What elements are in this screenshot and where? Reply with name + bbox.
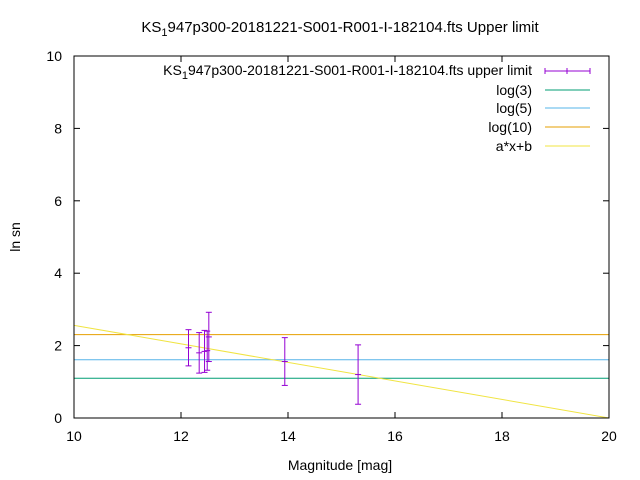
y-tick-label-2: 4	[54, 265, 62, 281]
errorbar-point-6	[355, 344, 362, 405]
plot-area	[74, 311, 609, 418]
legend-label-data: KS1947p300-20181221-S001-R001-I-182104.f…	[163, 62, 532, 82]
x-tick-label-0: 10	[66, 428, 82, 444]
y-axis-label: ln sn	[7, 222, 23, 252]
y-tick-label-1: 2	[54, 338, 62, 354]
legend: KS1947p300-20181221-S001-R001-I-182104.f…	[163, 62, 591, 154]
legend-label-data-rest: 947p300-20181221-S001-R001-I-182104.fts …	[188, 62, 532, 78]
legend-label-data-prefix: KS	[163, 62, 182, 78]
x-tick-label-5: 20	[601, 428, 617, 444]
x-axis-label: Magnitude [mag]	[288, 457, 392, 473]
legend-label-log10: log(10)	[488, 119, 532, 135]
chart-title-prefix: KS	[141, 19, 161, 36]
legend-label-data-subscript: 1	[182, 70, 188, 82]
x-tick-label-4: 18	[494, 428, 510, 444]
legend-label-log3: log(3)	[496, 82, 532, 98]
legend-label-log5: log(5)	[496, 100, 532, 116]
y-tick-label-3: 6	[54, 193, 62, 209]
errorbar-point-5	[281, 337, 288, 386]
x-tick-label-1: 12	[173, 428, 189, 444]
fit-line-series-4	[74, 324, 609, 418]
errorbar-point-2	[201, 329, 208, 373]
errorbar-point-1	[196, 332, 203, 374]
y-tick-label-5: 10	[46, 48, 62, 64]
chart-title: KS1947p300-20181221-S001-R001-I-182104.f…	[141, 19, 539, 39]
y-tick-label-4: 8	[54, 120, 62, 136]
x-tick-label-3: 16	[387, 428, 403, 444]
legend-label-fit: a*x+b	[496, 138, 532, 154]
plot-frame	[73, 55, 610, 419]
chart-title-rest: 947p300-20181221-S001-R001-I-182104.fts …	[168, 19, 540, 36]
errorbar-point-0	[185, 329, 192, 367]
legend-swatch-data	[544, 68, 591, 74]
chart-title-subscript: 1	[161, 27, 167, 39]
axes: 10 12 14 16 18 20 0 2 4 6 8 10	[46, 48, 617, 444]
errorbar-point-4	[205, 311, 212, 363]
y-tick-label-0: 0	[54, 410, 62, 426]
x-tick-label-2: 14	[280, 428, 296, 444]
